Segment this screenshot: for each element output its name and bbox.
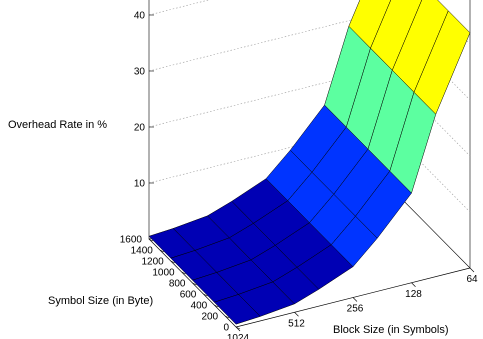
z-tick-label: 10 <box>134 179 146 190</box>
symbol-tick-mark <box>192 282 197 286</box>
symbol-tick-mark <box>159 249 165 253</box>
symbol-tick-label: 400 <box>191 301 208 312</box>
y-axis-title: Symbol Size (in Byte) <box>48 295 153 307</box>
block-tick-label: 256 <box>347 304 364 315</box>
symbol-tick-mark <box>214 304 219 308</box>
symbol-tick-label: 1000 <box>152 268 175 279</box>
surface-mesh <box>148 0 471 325</box>
symbol-tick-label: 600 <box>180 290 197 301</box>
x-axis-title: Block Size (in Symbols) <box>333 324 449 336</box>
block-tick-label: 128 <box>405 289 422 300</box>
symbol-tick-label: 1400 <box>131 246 154 257</box>
symbol-tick-mark <box>181 271 186 275</box>
symbol-tick-label: 1600 <box>120 235 143 246</box>
block-tick-label: 64 <box>466 274 478 285</box>
z-tick-label: 20 <box>134 123 146 134</box>
surface-patch <box>413 10 471 115</box>
symbol-tick-label: 200 <box>201 312 218 323</box>
block-tick-mark <box>469 267 475 273</box>
surface-patch <box>348 0 392 49</box>
symbol-tick-label: 0 <box>223 323 229 334</box>
symbol-tick-mark <box>203 293 208 297</box>
symbol-tick-mark <box>170 260 175 264</box>
axis-tick-labels: 1020304050020040060080010001200140016001… <box>120 11 478 339</box>
symbol-tick-label: 1200 <box>142 257 165 268</box>
symbol-tick-mark <box>224 315 230 319</box>
symbol-tick-label: 800 <box>169 279 186 290</box>
z-tick-label: 40 <box>134 11 146 22</box>
block-tick-label: 1024 <box>227 333 250 339</box>
symbol-tick-mark <box>148 238 154 242</box>
z-axis-title: Overhead Rate in % <box>8 119 107 131</box>
z-tick-label: 30 <box>134 67 146 78</box>
block-tick-mark <box>352 297 358 302</box>
block-tick-label: 512 <box>288 318 305 329</box>
block-tick-mark <box>235 326 241 332</box>
block-tick-mark <box>411 282 416 287</box>
block-tick-mark <box>294 312 299 317</box>
